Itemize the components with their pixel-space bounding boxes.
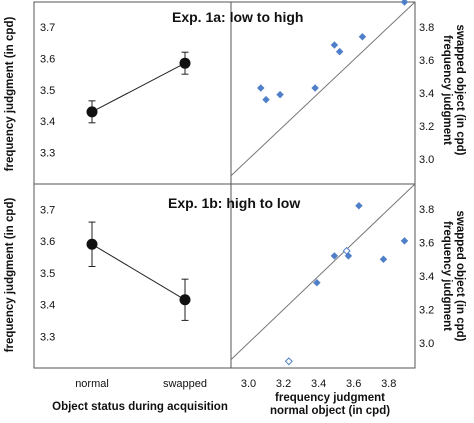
right-panel-bottom-ytick-4: 3.8 [419,204,434,216]
left-panel-bottom-ytick-3: 3.6 [40,236,55,248]
category-label-swapped: swapped [163,378,207,390]
title-exp-1a: Exp. 1a: low to high [172,9,303,25]
right-panel-bottom-identity-line [230,183,416,360]
chart-marks: 3.3 3.4 3.5 3.6 3.7 3.0 3.2 3.4 3.6 3.8 3.3 3.4 3.5 3… [40,0,434,390]
left-panel-top-ytick-2: 3.5 [40,85,55,97]
left-panel-bottom-ytick-4: 3.7 [40,204,55,216]
bottom-right-xlabel-line2: normal object (in cpd) [270,405,390,417]
right-panel-bottom-xtick-4: 3.8 [381,378,396,390]
right-panel-top-filled-diamond-7 [400,0,409,6]
right-panel-bottom-filled-diamond-0 [313,278,321,287]
right-panel-top-ytick-2: 3.4 [419,88,434,100]
right-panel-top-filled-diamond-6 [358,33,367,41]
right-panel-bottom-filled-diamond-4 [379,255,388,263]
left-panel-bottom-point-1 [179,294,191,306]
left-panel-bottom-point-0 [86,238,98,250]
left-panel-bottom-ytick-2: 3.5 [40,268,55,280]
right-panel-bottom-ytick-3: 3.6 [419,238,434,250]
right-panel-bottom-filled-diamond-3 [355,202,363,210]
category-label-normal: normal [75,378,109,390]
right-panel-bottom-filled-diamond-2 [344,252,353,260]
right-ylabel-top-line2: swapped object (in cpd) [454,25,466,156]
right-panel-top-filled-diamond-1 [262,95,270,104]
left-ylabel-bottom: frequency judgment (in cpd) [4,198,16,353]
right-ylabel-bottom-line2: swapped object (in cpd) [454,211,466,342]
right-ylabel-top-line1: frequency judgment [441,35,453,145]
left-panel-top-ytick-1: 3.4 [40,116,55,128]
title-exp-1b: Exp. 1b: high to low [168,195,300,211]
right-panel-top-ytick-1: 3.2 [419,121,434,133]
left-panel-top-ytick-3: 3.6 [40,53,55,65]
right-panel-bottom-open-diamond-1 [342,246,351,255]
right-panel-bottom-filled-diamond-1 [330,252,339,260]
right-ylabel-bottom-line1: frequency judgment [441,221,453,331]
right-panel-top-filled-diamond-2 [276,90,284,99]
right-panel-top-filled-diamond-0 [257,84,265,92]
right-panel-bottom-ytick-1: 3.2 [419,304,434,316]
left-panel-bottom-ytick-1: 3.4 [40,300,55,312]
bottom-right-xlabel-line1: frequency judgment [275,392,385,404]
right-panel-bottom-xtick-3: 3.6 [346,378,361,390]
left-panel-top-point-1 [179,57,191,69]
left-panel-top-series-line [91,62,186,113]
right-panel-bottom-xtick-0: 3.0 [241,378,256,390]
right-panel-top-identity-line [230,1,416,177]
right-panel-top-filled-diamond-4 [330,41,339,49]
right-panel-bottom-ytick-0: 3.0 [419,338,434,350]
right-panel-bottom-xtick-1: 3.2 [276,378,291,390]
left-panel-top-point-0 [86,106,98,118]
left-ylabel-top: frequency judgment (in cpd) [4,17,16,172]
right-panel-top-ytick-0: 3.0 [419,154,434,166]
right-panel-bottom-open-diamond-0 [284,357,293,366]
bottom-left-xlabel: Object status during acquisition [52,401,228,413]
right-panel-top-ytick-3: 3.6 [419,55,434,67]
left-panel-top-ytick-0: 3.3 [40,148,55,160]
right-panel-bottom-xtick-2: 3.4 [311,378,326,390]
left-panel-top-ytick-4: 3.7 [40,22,55,34]
right-panel-top-filled-diamond-3 [311,84,319,92]
left-panel-bottom-ytick-0: 3.3 [40,331,55,343]
right-panel-top-ytick-4: 3.8 [419,22,434,34]
right-panel-top-filled-diamond-5 [335,47,344,56]
left-panel-bottom-series-line [91,243,186,301]
right-panel-bottom-filled-diamond-5 [400,237,409,245]
figure-frame [33,1,416,369]
right-panel-bottom-ytick-2: 3.4 [419,271,434,283]
